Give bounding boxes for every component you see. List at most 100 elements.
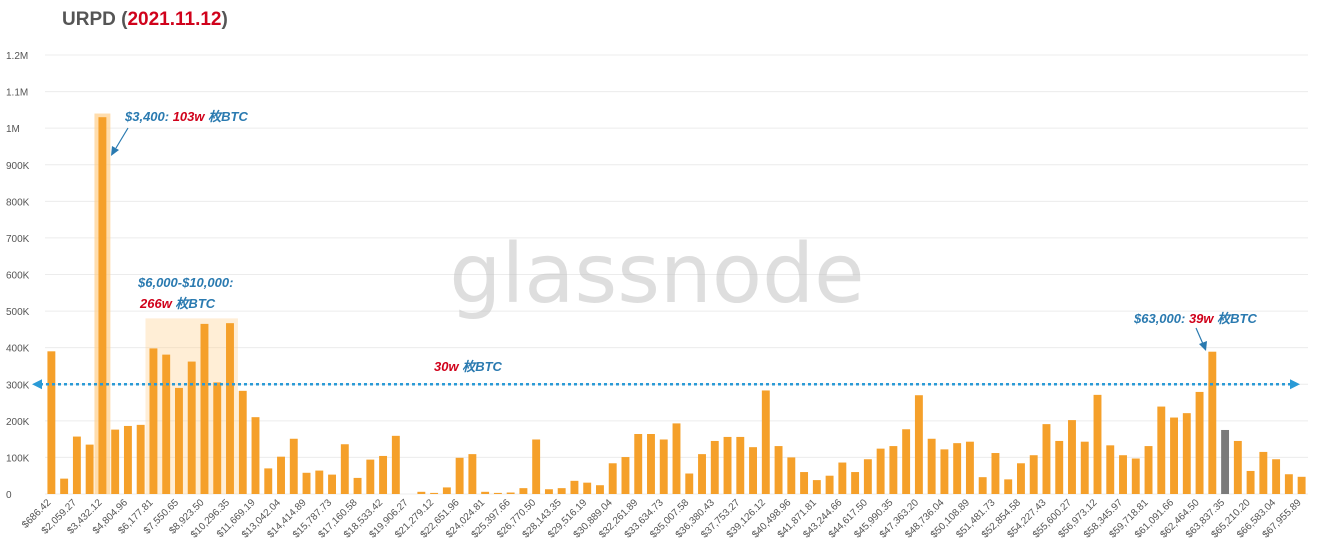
bar (251, 417, 260, 494)
annotation-reference: 30w 枚BTC (434, 359, 503, 374)
bar (685, 473, 694, 494)
bar (328, 474, 337, 494)
title-main: URPD (62, 9, 116, 30)
bar (787, 457, 796, 494)
bar (136, 424, 145, 494)
bar (927, 438, 936, 494)
bar (353, 477, 362, 494)
y-tick-label: 300K (6, 380, 30, 391)
bar (736, 436, 745, 494)
bar (851, 472, 860, 494)
bar (1284, 474, 1293, 494)
bar (544, 489, 553, 494)
bar (85, 444, 94, 494)
bar (174, 387, 183, 494)
bar (468, 454, 477, 494)
bar (723, 436, 732, 494)
bar (481, 491, 490, 494)
chart-title: URPD (2021.11.12) (62, 9, 228, 31)
bar (1259, 451, 1268, 494)
bar (532, 439, 541, 494)
bar (340, 444, 349, 494)
bar (98, 117, 107, 495)
bar (863, 459, 872, 494)
bar (1042, 424, 1051, 494)
bar (111, 429, 120, 494)
bar (1195, 391, 1204, 494)
bar (200, 323, 209, 494)
bar (991, 453, 1000, 494)
title-paren-open: ( (115, 9, 128, 30)
arrow-3400-line (115, 127, 129, 149)
bar (264, 468, 273, 494)
bar (595, 485, 604, 494)
bar (213, 382, 222, 494)
y-tick-label: 1.1M (6, 88, 28, 99)
bar (1233, 440, 1242, 494)
bar (72, 436, 81, 494)
y-tick-label: 500K (6, 307, 30, 318)
annotation-range-amount: 266w 枚BTC (139, 296, 216, 311)
bar (914, 395, 923, 494)
bar (149, 348, 158, 494)
bar (1016, 463, 1025, 494)
annotation-3400: $3,400: 103w 枚BTC (124, 109, 248, 124)
bar (749, 447, 758, 494)
y-tick-label: 700K (6, 234, 30, 245)
y-tick-label: 1.2M (6, 51, 28, 62)
bar (417, 491, 426, 494)
bar (60, 478, 69, 494)
bar (672, 423, 681, 494)
bar (302, 472, 311, 494)
bar (1093, 394, 1102, 494)
bar (1144, 446, 1153, 494)
title-paren-close: ) (221, 9, 228, 30)
bar (123, 425, 132, 494)
bar (289, 438, 298, 494)
bar (519, 488, 528, 494)
bar (825, 475, 834, 494)
annotation-range-label: $6,000-$10,000: (137, 275, 233, 290)
arrow-63000-line (1195, 327, 1204, 345)
bar (1221, 429, 1230, 494)
bar (1157, 406, 1166, 494)
x-axis-ticks: $686.42$2,059.27$3,432.12$4,804.96$6,177… (20, 497, 1304, 540)
bar (902, 429, 911, 494)
bar (978, 477, 987, 494)
bar (226, 323, 234, 494)
y-tick-label: 200K (6, 417, 30, 428)
reference-arrow-right (1290, 379, 1300, 390)
bar (876, 448, 885, 494)
bar (238, 390, 247, 494)
bar (1131, 458, 1140, 494)
bar (277, 456, 285, 494)
bar (442, 487, 451, 494)
bar (634, 434, 643, 494)
bar (1170, 417, 1179, 494)
bar (800, 472, 809, 494)
arrow-63000-head (1199, 341, 1207, 351)
title-date: 2021.11.12 (127, 9, 222, 30)
y-tick-label: 600K (6, 271, 30, 282)
bar (455, 457, 464, 494)
bar (366, 459, 375, 494)
bar (621, 457, 630, 494)
bar (1029, 455, 1038, 494)
bar (583, 482, 592, 494)
y-axis-ticks: 0 100K 200K 300K 400K 500K 600K 700K 800K 900K 1M 1… (6, 51, 30, 501)
reference-arrow-left (32, 379, 42, 390)
bar (430, 492, 439, 494)
bar (889, 446, 898, 494)
bar (761, 390, 770, 494)
bar (698, 454, 706, 494)
bar (1208, 351, 1217, 494)
bar (379, 455, 388, 494)
annotation-arrows (111, 127, 1207, 351)
bar (812, 480, 821, 494)
bar (1080, 441, 1089, 494)
bar (187, 361, 196, 494)
arrow-3400-head (111, 146, 119, 156)
bar (391, 435, 400, 494)
y-tick-label: 400K (6, 344, 30, 355)
